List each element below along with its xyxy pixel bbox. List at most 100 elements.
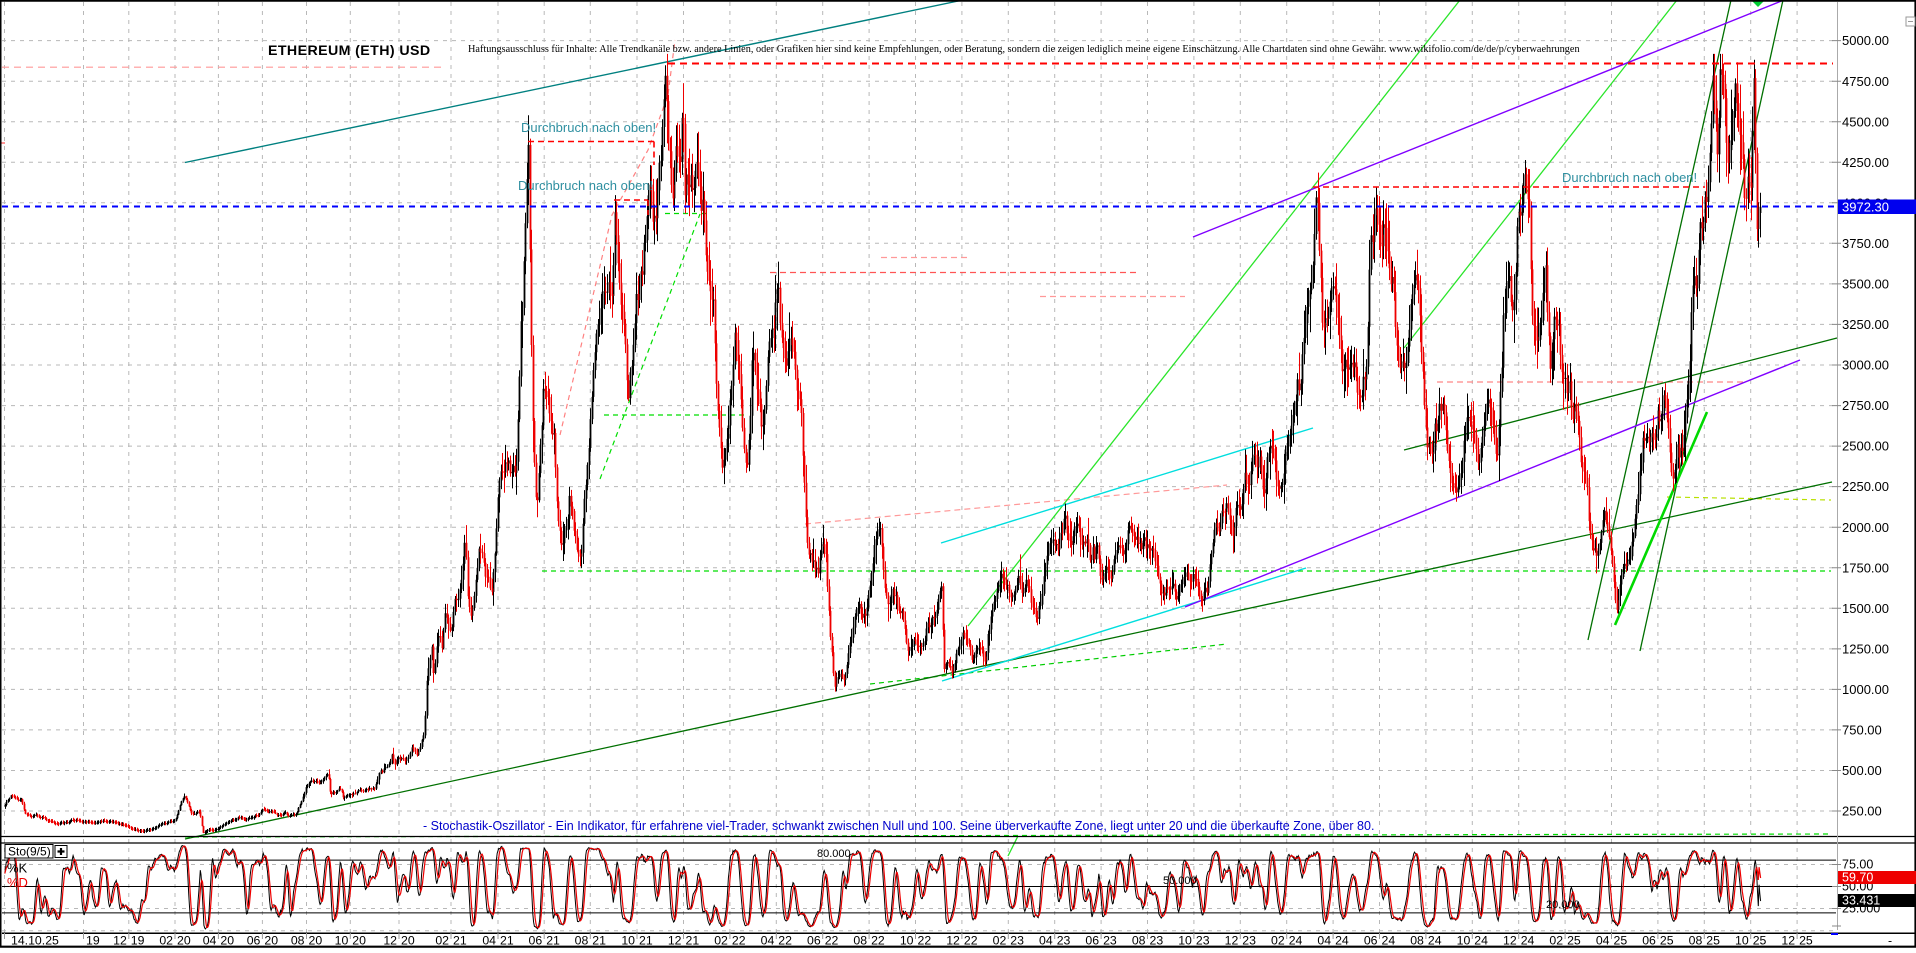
svg-text:%K: %K xyxy=(7,861,28,876)
svg-text:25: 25 xyxy=(1614,934,1628,948)
svg-text:21: 21 xyxy=(546,934,560,948)
svg-text:04: 04 xyxy=(1317,934,1331,948)
svg-text:3750.00: 3750.00 xyxy=(1842,236,1889,251)
svg-text:14.10.25: 14.10.25 xyxy=(11,934,59,948)
svg-text:04: 04 xyxy=(761,934,775,948)
svg-text:10: 10 xyxy=(900,934,914,948)
svg-text:2750.00: 2750.00 xyxy=(1842,398,1889,413)
svg-text:23: 23 xyxy=(1010,934,1024,948)
svg-text:59.70: 59.70 xyxy=(1842,871,1873,885)
svg-text:12: 12 xyxy=(668,934,682,948)
svg-text:5000.00: 5000.00 xyxy=(1842,33,1889,48)
svg-text:3000.00: 3000.00 xyxy=(1842,358,1889,373)
svg-text:24: 24 xyxy=(1428,934,1442,948)
svg-text:1750.00: 1750.00 xyxy=(1842,560,1889,575)
svg-text:02: 02 xyxy=(159,934,173,948)
svg-text:2500.00: 2500.00 xyxy=(1842,439,1889,454)
svg-text:22: 22 xyxy=(918,934,932,948)
svg-text:%D: %D xyxy=(7,875,28,890)
svg-text:25: 25 xyxy=(1706,934,1720,948)
svg-text:22: 22 xyxy=(825,934,839,948)
svg-text:02: 02 xyxy=(1271,934,1285,948)
svg-text:21: 21 xyxy=(500,934,514,948)
svg-text:06: 06 xyxy=(1364,934,1378,948)
svg-text:08: 08 xyxy=(853,934,867,948)
svg-text:10: 10 xyxy=(1178,934,1192,948)
svg-text:04: 04 xyxy=(1039,934,1053,948)
svg-text:10: 10 xyxy=(1735,934,1749,948)
svg-text:12: 12 xyxy=(1225,934,1239,948)
svg-text:33.431: 33.431 xyxy=(1842,894,1880,908)
svg-text:500.00: 500.00 xyxy=(1842,763,1882,778)
svg-text:19: 19 xyxy=(131,934,145,948)
svg-text:02: 02 xyxy=(1549,934,1563,948)
svg-text:22: 22 xyxy=(778,934,792,948)
svg-text:21: 21 xyxy=(639,934,653,948)
svg-text:2000.00: 2000.00 xyxy=(1842,520,1889,535)
svg-text:06: 06 xyxy=(247,934,261,948)
svg-text:02: 02 xyxy=(714,934,728,948)
svg-text:20: 20 xyxy=(352,934,366,948)
svg-text:02: 02 xyxy=(993,934,1007,948)
svg-text:20: 20 xyxy=(177,934,191,948)
svg-text:22: 22 xyxy=(732,934,746,948)
svg-text:10: 10 xyxy=(1457,934,1471,948)
svg-text:Durchbruch nach oben!: Durchbruch nach oben! xyxy=(521,120,656,135)
svg-text:21: 21 xyxy=(453,934,467,948)
svg-text:10: 10 xyxy=(621,934,635,948)
svg-text:04: 04 xyxy=(482,934,496,948)
svg-text:20: 20 xyxy=(401,934,415,948)
svg-text:12: 12 xyxy=(946,934,960,948)
svg-text:250.00: 250.00 xyxy=(1842,804,1882,819)
svg-text:20: 20 xyxy=(309,934,323,948)
svg-text:23: 23 xyxy=(1242,934,1256,948)
svg-text:06: 06 xyxy=(807,934,821,948)
svg-text:08: 08 xyxy=(291,934,305,948)
svg-text:3500.00: 3500.00 xyxy=(1842,277,1889,292)
svg-text:Durchbruch nach oben!: Durchbruch nach oben! xyxy=(1562,170,1697,185)
svg-text:750.00: 750.00 xyxy=(1842,723,1882,738)
svg-text:23: 23 xyxy=(1150,934,1164,948)
svg-text:80.000: 80.000 xyxy=(817,848,851,860)
svg-text:2250.00: 2250.00 xyxy=(1842,479,1889,494)
svg-text:23: 23 xyxy=(1057,934,1071,948)
svg-text:50.000: 50.000 xyxy=(1163,875,1197,887)
svg-text:08: 08 xyxy=(1410,934,1424,948)
svg-text:3250.00: 3250.00 xyxy=(1842,317,1889,332)
svg-text:02: 02 xyxy=(435,934,449,948)
svg-text:21: 21 xyxy=(592,934,606,948)
svg-text:06: 06 xyxy=(529,934,543,948)
svg-text:24: 24 xyxy=(1521,934,1535,948)
svg-text:1250.00: 1250.00 xyxy=(1842,642,1889,657)
svg-text:75.00: 75.00 xyxy=(1842,858,1873,872)
svg-text:04: 04 xyxy=(1596,934,1610,948)
svg-text:1000.00: 1000.00 xyxy=(1842,682,1889,697)
svg-text:22: 22 xyxy=(964,934,978,948)
svg-text:23: 23 xyxy=(1103,934,1117,948)
svg-text:04: 04 xyxy=(203,934,217,948)
svg-text:24: 24 xyxy=(1382,934,1396,948)
svg-text:25: 25 xyxy=(1660,934,1674,948)
svg-text:08: 08 xyxy=(1689,934,1703,948)
svg-text:12: 12 xyxy=(383,934,397,948)
svg-text:08: 08 xyxy=(575,934,589,948)
svg-text:12: 12 xyxy=(1503,934,1517,948)
svg-text:20.000: 20.000 xyxy=(1546,899,1580,911)
svg-text:25: 25 xyxy=(1753,934,1767,948)
svg-text:20: 20 xyxy=(220,934,234,948)
svg-text:08: 08 xyxy=(1132,934,1146,948)
svg-text:23: 23 xyxy=(1196,934,1210,948)
svg-text:1500.00: 1500.00 xyxy=(1842,601,1889,616)
svg-text:24: 24 xyxy=(1335,934,1349,948)
svg-text:- Stochastik-Oszillator - Ein: - Stochastik-Oszillator - Ein Indikator,… xyxy=(423,819,1374,833)
svg-text:Durchbruch nach oben!: Durchbruch nach oben! xyxy=(518,178,653,193)
svg-text:22: 22 xyxy=(871,934,885,948)
svg-text:12: 12 xyxy=(113,934,127,948)
svg-text:Sto(9/5): Sto(9/5) xyxy=(8,845,51,859)
svg-text:25: 25 xyxy=(1799,934,1813,948)
svg-text:3972.30: 3972.30 xyxy=(1842,199,1889,214)
svg-text:19: 19 xyxy=(86,934,100,948)
svg-text:20: 20 xyxy=(264,934,278,948)
svg-text:10: 10 xyxy=(335,934,349,948)
svg-text:25: 25 xyxy=(1567,934,1581,948)
